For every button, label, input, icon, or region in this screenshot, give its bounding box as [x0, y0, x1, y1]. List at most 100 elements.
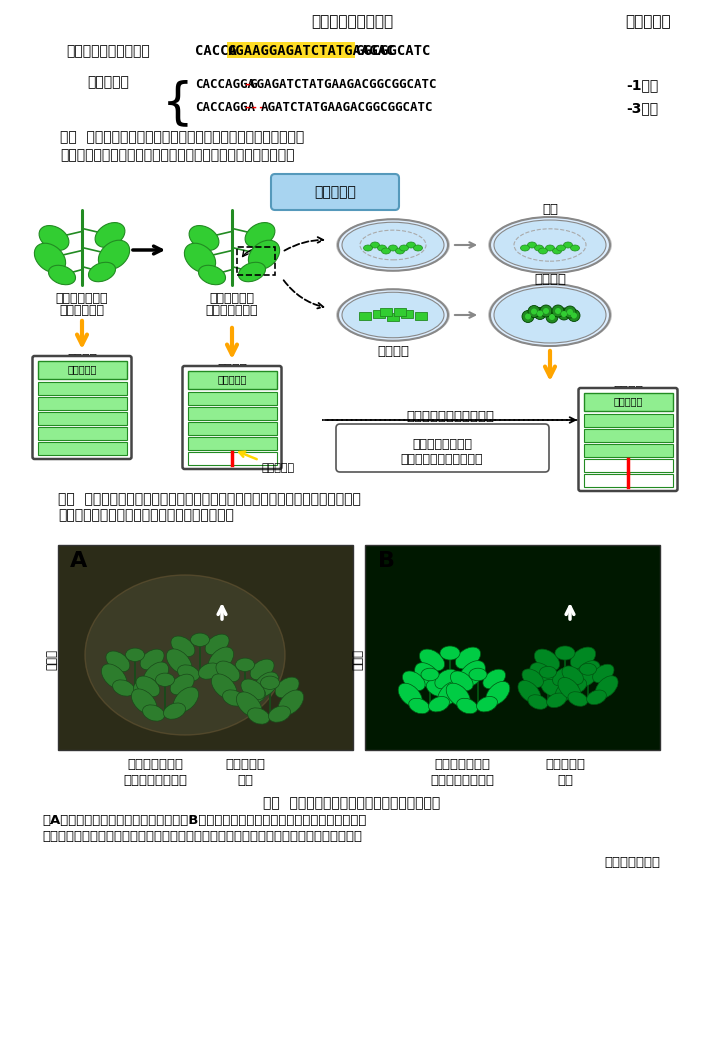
Circle shape	[528, 306, 540, 318]
Ellipse shape	[95, 222, 125, 247]
FancyBboxPatch shape	[271, 174, 399, 210]
Ellipse shape	[438, 681, 462, 705]
Ellipse shape	[170, 674, 194, 695]
Ellipse shape	[338, 289, 448, 341]
Ellipse shape	[269, 706, 290, 722]
Circle shape	[558, 308, 570, 320]
Text: 米粒種: 米粒種	[46, 650, 59, 671]
Text: A: A	[70, 551, 87, 571]
Text: ゲノム内: ゲノム内	[613, 385, 643, 398]
Ellipse shape	[455, 647, 481, 669]
Text: 変異の導入: 変異の導入	[239, 452, 295, 473]
Ellipse shape	[574, 660, 601, 687]
Ellipse shape	[534, 245, 544, 252]
Ellipse shape	[563, 242, 572, 248]
Ellipse shape	[558, 677, 581, 700]
Ellipse shape	[541, 679, 565, 697]
Text: 変異タイプ: 変異タイプ	[625, 14, 671, 29]
Ellipse shape	[563, 677, 587, 695]
Text: ゲノム内: ゲノム内	[217, 363, 247, 376]
Text: カルス化: カルス化	[534, 272, 566, 286]
Ellipse shape	[553, 668, 574, 685]
Ellipse shape	[429, 697, 450, 712]
Ellipse shape	[546, 245, 555, 252]
Ellipse shape	[381, 248, 391, 254]
Ellipse shape	[556, 679, 578, 701]
Bar	[58, 545, 353, 750]
Circle shape	[540, 305, 552, 316]
Text: GGCGGCATC: GGCGGCATC	[355, 44, 430, 58]
Text: 植物: 植物	[557, 774, 573, 787]
Text: CACCAGGA: CACCAGGA	[195, 101, 255, 114]
FancyBboxPatch shape	[579, 388, 678, 492]
Bar	[401, 310, 413, 318]
Ellipse shape	[593, 664, 614, 682]
Ellipse shape	[336, 219, 450, 271]
Bar	[387, 312, 399, 321]
Ellipse shape	[448, 677, 472, 695]
Ellipse shape	[336, 289, 450, 342]
Ellipse shape	[35, 243, 66, 272]
Ellipse shape	[398, 683, 422, 707]
Bar	[584, 444, 673, 457]
Bar	[188, 407, 276, 420]
Bar	[37, 427, 126, 440]
Ellipse shape	[241, 679, 265, 700]
Text: ゲノム編集: ゲノム編集	[225, 758, 265, 771]
Text: 切断ターゲット配列に１あるいは３塩基の欠失が生じている。: 切断ターゲット配列に１あるいは３塩基の欠失が生じている。	[60, 148, 295, 162]
Ellipse shape	[223, 690, 245, 706]
Text: 蛍光遺伝子: 蛍光遺伝子	[613, 396, 643, 406]
Text: 遺伝子組換え植物: 遺伝子組換え植物	[123, 774, 187, 787]
Text: -3塩基: -3塩基	[626, 101, 658, 115]
Text: {: {	[162, 79, 194, 127]
Bar	[37, 442, 126, 455]
Ellipse shape	[518, 680, 541, 703]
Bar	[188, 422, 276, 435]
Ellipse shape	[39, 225, 69, 250]
Text: 切断ターゲット領域: 切断ターゲット領域	[311, 14, 393, 29]
Text: 蛍光遺伝子: 蛍光遺伝子	[217, 374, 247, 384]
Ellipse shape	[136, 676, 160, 697]
Text: ---: ---	[243, 101, 266, 114]
Text: B: B	[378, 551, 395, 571]
Ellipse shape	[113, 680, 135, 696]
Bar	[37, 361, 126, 379]
Circle shape	[537, 310, 543, 316]
Text: 植物の写真。ゲノム編集前（左）と比較して、蛍光の低下が観察された（右；白矢印）。: 植物の写真。ゲノム編集前（左）と比較して、蛍光の低下が観察された（右；白矢印）。	[42, 830, 362, 843]
Ellipse shape	[595, 676, 618, 698]
Ellipse shape	[173, 687, 199, 713]
Ellipse shape	[199, 663, 221, 679]
Text: -1塩基: -1塩基	[626, 78, 658, 92]
Bar	[37, 412, 126, 425]
Ellipse shape	[529, 662, 556, 690]
Ellipse shape	[562, 665, 584, 684]
Ellipse shape	[570, 245, 580, 252]
Ellipse shape	[435, 670, 458, 689]
Text: 蛍光タンパク質: 蛍光タンパク質	[434, 758, 490, 771]
Bar	[188, 452, 276, 465]
Bar	[227, 42, 355, 58]
Ellipse shape	[427, 679, 450, 697]
Ellipse shape	[250, 659, 274, 680]
Ellipse shape	[278, 690, 304, 716]
Ellipse shape	[216, 661, 240, 682]
Ellipse shape	[568, 692, 588, 706]
Text: CACCAGGA: CACCAGGA	[195, 78, 255, 91]
Text: 部分的に変異: 部分的に変異	[209, 292, 255, 305]
Text: GGAGATCTATGAAGACGGCGGCATC: GGAGATCTATGAAGACGGCGGCATC	[249, 78, 436, 91]
Ellipse shape	[528, 695, 548, 709]
Ellipse shape	[235, 658, 255, 672]
Text: ゲノム編集: ゲノム編集	[87, 75, 129, 89]
Ellipse shape	[164, 703, 185, 719]
Ellipse shape	[190, 633, 209, 647]
Ellipse shape	[261, 676, 279, 690]
Circle shape	[571, 312, 577, 319]
Text: 腋芽: 腋芽	[542, 203, 558, 216]
Ellipse shape	[243, 687, 266, 704]
Circle shape	[522, 310, 534, 323]
Text: 図３  ゲノム編集植物で観察された蛍光の低下: 図３ ゲノム編集植物で観察された蛍光の低下	[264, 796, 441, 810]
Ellipse shape	[236, 692, 262, 717]
Ellipse shape	[494, 220, 606, 270]
Ellipse shape	[407, 242, 415, 248]
Text: ゲノム編集: ゲノム編集	[545, 758, 585, 771]
